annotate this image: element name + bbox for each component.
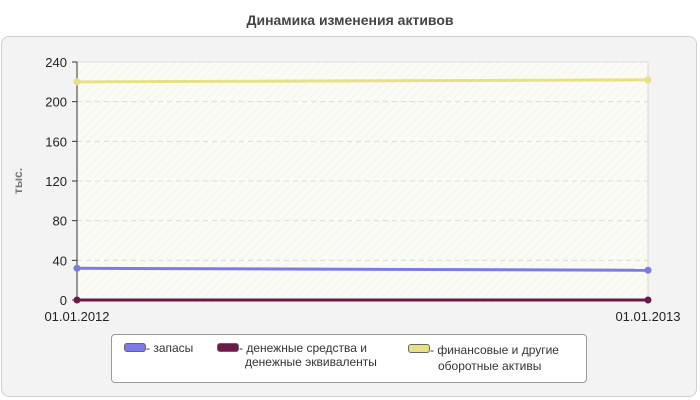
legend-label: - финансовые и другие — [430, 343, 559, 357]
y-tick-label: 40 — [53, 253, 67, 268]
x-tick-label: 01.01.2012 — [44, 309, 109, 324]
legend-swatch — [124, 343, 146, 352]
legend-label-line2: денежные эквиваленты — [245, 355, 377, 369]
y-axis-label: тыс. — [11, 168, 25, 194]
legend-label: - запасы — [146, 341, 194, 355]
series-point — [644, 296, 652, 304]
legend-swatch — [408, 344, 430, 353]
legend-label: - денежные средства и — [239, 341, 367, 355]
series-line — [76, 78, 649, 84]
x-tick-label: 01.01.2013 — [615, 309, 680, 324]
series-point — [644, 76, 652, 84]
x-axis-ticks: 01.01.2012 01.01.2013 — [44, 309, 680, 324]
series-line — [76, 266, 649, 272]
y-tick-label: 160 — [45, 134, 67, 149]
legend-swatch — [217, 343, 239, 352]
y-tick-label: 0 — [60, 293, 67, 308]
chart-title: Динамика изменения активов — [246, 12, 454, 28]
series-layer — [73, 76, 652, 304]
y-tick-label: 240 — [45, 55, 67, 70]
legend-label-line2: оборотные активы — [438, 359, 542, 373]
chart-legend: - запасы - денежные средства и денежные … — [111, 334, 587, 383]
series-point — [73, 264, 81, 272]
series-point — [644, 266, 652, 274]
y-tick-label: 120 — [45, 174, 67, 189]
plot-area — [76, 61, 649, 301]
y-tick-label: 200 — [45, 95, 67, 110]
y-tick-label: 80 — [53, 214, 67, 229]
series-point — [73, 78, 81, 86]
series-point — [73, 296, 81, 304]
